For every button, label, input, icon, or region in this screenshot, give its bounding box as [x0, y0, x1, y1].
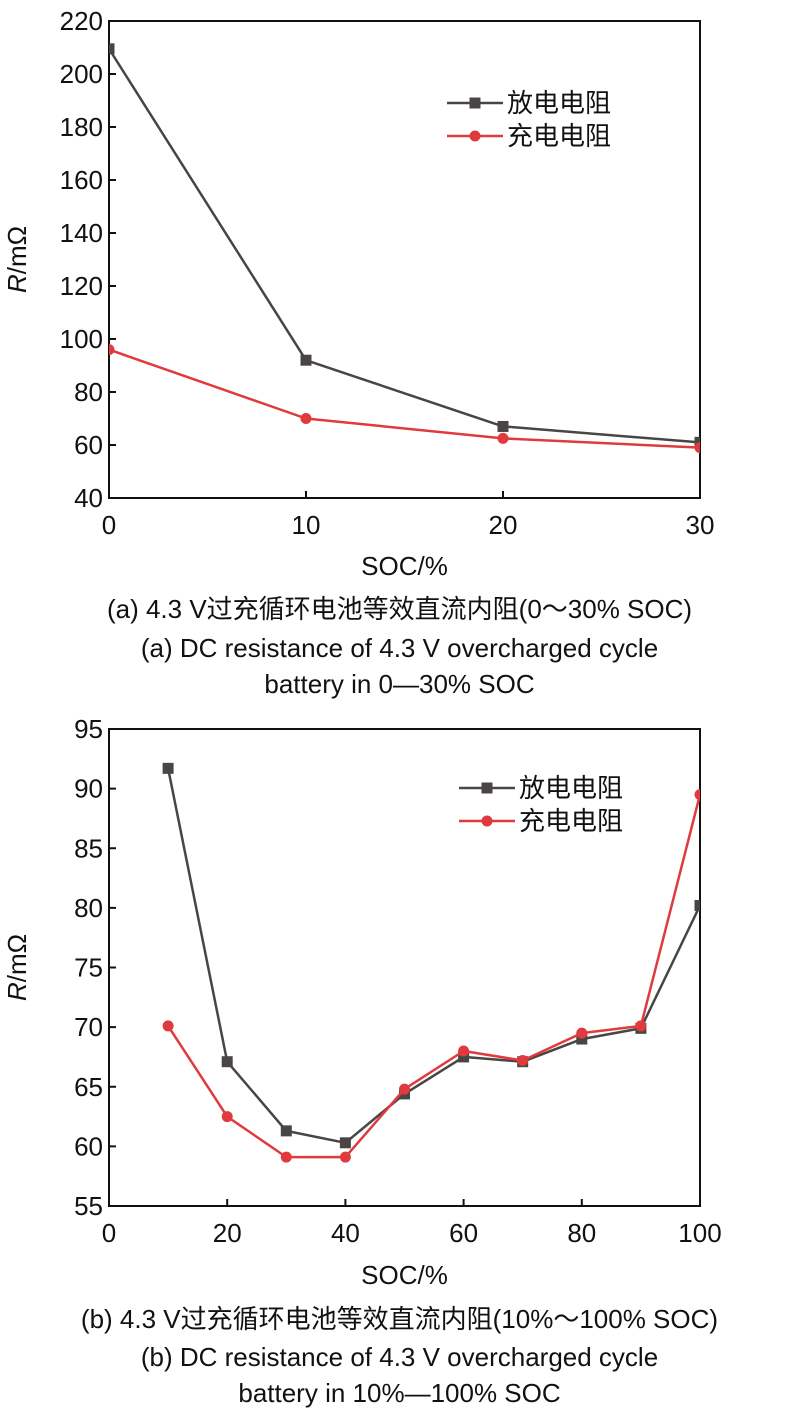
x-axis-title: SOC/%	[361, 1260, 448, 1290]
x-tick-label: 40	[331, 1218, 360, 1248]
y-tick-label: 140	[60, 218, 103, 248]
y-tick-label: 160	[60, 165, 103, 195]
y-tick-label: 70	[74, 1012, 103, 1042]
y-tick-label: 90	[74, 774, 103, 804]
legend-label: 充电电阻	[519, 807, 623, 837]
data-point	[280, 1125, 292, 1137]
data-point	[300, 413, 312, 424]
y-tick-label: 95	[74, 714, 103, 744]
x-tick-label: 100	[678, 1218, 721, 1248]
x-tick-label: 0	[102, 1218, 116, 1248]
x-tick-label: 20	[213, 1218, 242, 1248]
y-tick-label: 65	[74, 1072, 103, 1102]
y-tick-label: 60	[74, 430, 103, 460]
y-axis-title: R/mΩ	[2, 934, 32, 1001]
data-point	[576, 1033, 588, 1045]
legend-marker	[481, 782, 493, 794]
legend-marker	[469, 97, 481, 109]
y-tick-label: 55	[74, 1191, 103, 1221]
data-point	[497, 432, 509, 444]
data-point	[458, 1045, 470, 1057]
data-point	[694, 436, 700, 448]
data-point	[458, 1051, 470, 1063]
y-tick-label: 85	[74, 833, 103, 863]
x-tick-label: 30	[686, 510, 715, 540]
data-point	[162, 1020, 174, 1032]
data-point	[221, 1056, 233, 1068]
caption-b-cn: (b) 4.3 V过充循环电池等效直流内阻(10%～100% SOC)	[80, 1304, 719, 1334]
data-point	[162, 762, 174, 774]
x-tick-label: 10	[292, 510, 321, 540]
series-discharge	[109, 43, 700, 448]
data-point	[221, 1111, 233, 1123]
data-point	[694, 899, 700, 911]
chart-a: 40 60 80 100 120 140 160 180 200 220 0 10 20 30 SOC/% R…	[2, 6, 715, 581]
caption-a-en-line1: (a) DC resistance of 4.3 V overcharged c…	[140, 633, 659, 663]
series-charge	[109, 344, 700, 454]
x-tick-label: 60	[449, 1218, 478, 1248]
data-point	[109, 344, 115, 356]
data-point	[339, 1137, 351, 1149]
series-line	[166, 768, 700, 1145]
series-line	[167, 794, 700, 1159]
legend-marker	[469, 130, 481, 142]
data-point	[635, 1020, 647, 1032]
caption-b-en-line2: battery in 10%—100% SOC	[238, 1378, 561, 1408]
series-line	[109, 48, 700, 444]
x-tick-label: 20	[489, 510, 518, 540]
data-point	[517, 1055, 529, 1067]
chart-b: 55 60 65 70 75 80 85 90 95 0 20 40 60 80 100 SOC/% R/mΩ 放…	[2, 714, 722, 1290]
y-tick-label: 40	[74, 483, 103, 513]
data-point	[694, 789, 700, 801]
x-tick-label: 0	[102, 510, 116, 540]
data-point	[694, 442, 700, 454]
plot-frame	[108, 20, 701, 499]
y-axis-title: R/mΩ	[2, 226, 32, 293]
data-point	[399, 1083, 410, 1095]
legend-label: 放电电阻	[507, 89, 611, 119]
y-tick-label: 220	[60, 6, 103, 36]
data-point	[109, 43, 115, 55]
y-tick-label: 80	[74, 377, 103, 407]
y-tick-label: 120	[60, 271, 103, 301]
y-tick-label: 75	[74, 953, 103, 983]
x-tick-label: 80	[567, 1218, 596, 1248]
x-axis-title: SOC/%	[361, 551, 448, 581]
caption-b-en-line1: (b) DC resistance of 4.3 V overcharged c…	[140, 1342, 659, 1372]
legend-label: 放电电阻	[519, 774, 623, 804]
y-tick-label: 200	[60, 59, 103, 89]
data-point	[497, 420, 509, 432]
y-tick-label: 80	[74, 893, 103, 923]
series-line	[109, 348, 700, 449]
y-tick-label: 60	[74, 1131, 103, 1161]
data-point	[280, 1151, 292, 1163]
data-point	[576, 1027, 588, 1039]
series-charge	[162, 789, 700, 1163]
caption-a-en-line2: battery in 0—30% SOC	[264, 669, 535, 699]
data-point	[300, 354, 312, 366]
caption-a-cn: (a) 4.3 V过充循环电池等效直流内阻(0～30% SOC)	[106, 594, 693, 624]
data-point	[339, 1151, 351, 1163]
legend-marker	[481, 815, 493, 827]
legend-label: 充电电阻	[507, 122, 611, 152]
y-tick-label: 180	[60, 112, 103, 142]
series-discharge	[162, 762, 700, 1149]
y-tick-label: 100	[60, 324, 103, 354]
